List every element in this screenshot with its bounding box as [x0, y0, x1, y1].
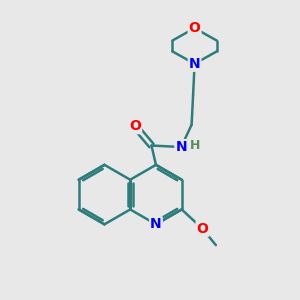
- Text: N: N: [176, 140, 187, 154]
- Text: O: O: [129, 119, 141, 133]
- Text: N: N: [150, 217, 162, 231]
- Text: N: N: [189, 57, 200, 71]
- Text: O: O: [196, 222, 208, 236]
- Text: O: O: [189, 21, 200, 35]
- Text: H: H: [189, 139, 200, 152]
